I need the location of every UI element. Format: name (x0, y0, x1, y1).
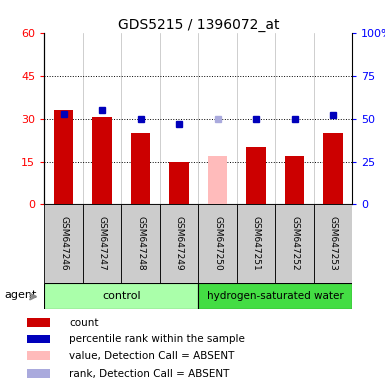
Bar (275, 204, 314, 283)
Text: GSM647252: GSM647252 (290, 216, 299, 271)
Bar (92, 118, 112, 204)
Text: GSM647250: GSM647250 (213, 216, 222, 271)
Text: control: control (102, 291, 141, 301)
Bar (314, 204, 352, 283)
Bar (27, 351, 50, 360)
Text: agent: agent (5, 290, 37, 300)
Bar (83, 204, 121, 283)
Text: count: count (69, 318, 99, 328)
Bar (208, 156, 227, 204)
Text: hydrogen-saturated water: hydrogen-saturated water (207, 291, 344, 301)
Title: GDS5215 / 1396072_at: GDS5215 / 1396072_at (117, 18, 279, 32)
Bar (27, 369, 50, 377)
Bar (169, 162, 189, 204)
Bar (285, 156, 304, 204)
Text: GSM647246: GSM647246 (59, 216, 68, 271)
Bar (246, 147, 266, 204)
Text: value, Detection Call = ABSENT: value, Detection Call = ABSENT (69, 351, 235, 361)
Bar (323, 133, 343, 204)
Bar (27, 318, 50, 327)
Bar (160, 204, 198, 283)
Text: rank, Detection Call = ABSENT: rank, Detection Call = ABSENT (69, 369, 230, 379)
Bar (198, 204, 237, 283)
Text: GSM647253: GSM647253 (328, 216, 338, 271)
Text: GSM647248: GSM647248 (136, 216, 145, 271)
Text: GSM647247: GSM647247 (97, 216, 107, 271)
Bar (131, 133, 150, 204)
Text: GSM647249: GSM647249 (174, 216, 184, 271)
Bar (237, 204, 275, 283)
Bar (198, 283, 352, 309)
Bar (44, 204, 83, 283)
Bar (121, 204, 160, 283)
Bar (27, 335, 50, 343)
Text: GSM647251: GSM647251 (251, 216, 261, 271)
Bar (44, 283, 198, 309)
Text: percentile rank within the sample: percentile rank within the sample (69, 334, 245, 344)
Bar (54, 110, 73, 204)
